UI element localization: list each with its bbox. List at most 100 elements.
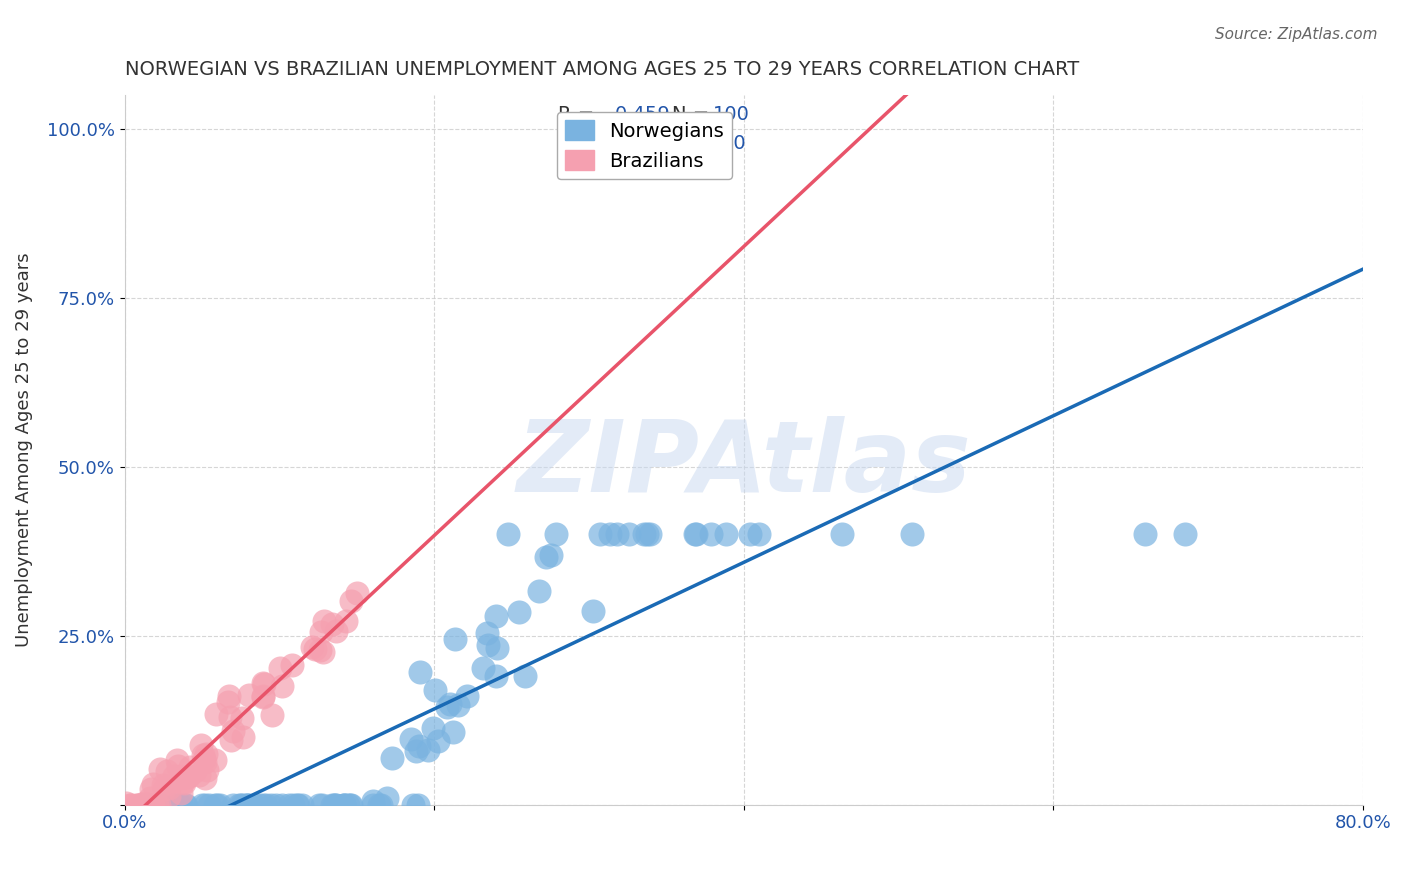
Point bbox=[266, 797, 288, 812]
Point bbox=[139, 797, 162, 812]
Point bbox=[472, 661, 495, 675]
Point bbox=[125, 797, 148, 812]
Point bbox=[127, 797, 149, 812]
Point bbox=[619, 527, 641, 541]
Point bbox=[131, 797, 153, 812]
Point bbox=[179, 760, 201, 774]
Point bbox=[191, 747, 214, 762]
Point bbox=[135, 797, 157, 812]
Text: N =: N = bbox=[672, 134, 716, 153]
Point bbox=[301, 640, 323, 654]
Point bbox=[132, 797, 155, 812]
Point bbox=[145, 797, 167, 812]
Point bbox=[172, 775, 194, 789]
Point bbox=[418, 743, 440, 757]
Point bbox=[139, 791, 162, 805]
Point bbox=[339, 797, 361, 812]
Point bbox=[312, 645, 335, 659]
Point bbox=[194, 772, 217, 786]
Point bbox=[340, 594, 363, 608]
Point bbox=[138, 797, 160, 812]
Point bbox=[157, 781, 180, 796]
Point bbox=[190, 797, 212, 812]
Point bbox=[409, 665, 432, 679]
Point bbox=[588, 527, 610, 541]
Point bbox=[163, 769, 186, 783]
Point bbox=[333, 797, 356, 812]
Text: R =: R = bbox=[558, 134, 600, 153]
Point bbox=[252, 689, 274, 703]
Point bbox=[335, 614, 357, 628]
Point bbox=[304, 641, 326, 656]
Point bbox=[283, 797, 305, 812]
Point bbox=[447, 698, 470, 712]
Point bbox=[166, 759, 188, 773]
Point bbox=[231, 711, 253, 725]
Point bbox=[740, 527, 762, 541]
Point bbox=[508, 605, 530, 619]
Point bbox=[236, 797, 259, 812]
Point bbox=[194, 755, 217, 769]
Point bbox=[281, 658, 304, 673]
Text: 100: 100 bbox=[713, 105, 749, 124]
Point bbox=[228, 797, 250, 812]
Point bbox=[166, 797, 188, 812]
Point bbox=[173, 776, 195, 790]
Point bbox=[148, 797, 170, 812]
Point bbox=[252, 690, 274, 705]
Point bbox=[599, 527, 621, 541]
Text: 0.802: 0.802 bbox=[614, 134, 671, 153]
Point bbox=[236, 797, 259, 812]
Point bbox=[132, 797, 155, 811]
Point bbox=[714, 527, 737, 541]
Point bbox=[287, 797, 309, 812]
Point bbox=[534, 549, 557, 564]
Point bbox=[381, 751, 404, 765]
Point bbox=[339, 797, 361, 812]
Point bbox=[1135, 527, 1157, 541]
Legend: Norwegians, Brazilians: Norwegians, Brazilians bbox=[557, 112, 733, 178]
Point bbox=[477, 638, 499, 652]
Point bbox=[131, 797, 153, 812]
Point bbox=[152, 778, 174, 792]
Point bbox=[401, 797, 423, 812]
Point bbox=[291, 797, 314, 812]
Point bbox=[177, 768, 200, 782]
Point bbox=[436, 700, 458, 714]
Point bbox=[269, 661, 291, 675]
Point bbox=[149, 762, 172, 776]
Point bbox=[540, 548, 562, 562]
Point bbox=[254, 797, 277, 812]
Point bbox=[422, 721, 444, 735]
Point bbox=[321, 797, 343, 812]
Point bbox=[582, 604, 605, 618]
Text: 0.459: 0.459 bbox=[614, 105, 671, 124]
Point bbox=[513, 669, 536, 683]
Point bbox=[141, 797, 163, 812]
Text: N =: N = bbox=[672, 105, 716, 124]
Point bbox=[270, 679, 292, 693]
Point bbox=[252, 676, 274, 690]
Point bbox=[408, 739, 430, 754]
Point bbox=[247, 797, 270, 812]
Point bbox=[166, 753, 188, 767]
Point bbox=[544, 527, 567, 541]
Y-axis label: Unemployment Among Ages 25 to 29 years: Unemployment Among Ages 25 to 29 years bbox=[15, 252, 32, 648]
Point bbox=[361, 797, 384, 812]
Point bbox=[748, 527, 770, 541]
Text: R =: R = bbox=[558, 105, 600, 124]
Point bbox=[131, 797, 153, 812]
Point bbox=[197, 797, 219, 812]
Point bbox=[325, 797, 347, 812]
Point bbox=[209, 797, 232, 812]
Point bbox=[271, 797, 294, 812]
Point bbox=[232, 730, 254, 744]
Point bbox=[368, 797, 391, 812]
Point bbox=[333, 797, 356, 812]
Point bbox=[232, 797, 254, 812]
Point bbox=[217, 695, 239, 709]
Point bbox=[633, 527, 655, 541]
Text: ZIPAtlas: ZIPAtlas bbox=[516, 416, 972, 513]
Point bbox=[148, 797, 170, 812]
Point bbox=[218, 689, 240, 703]
